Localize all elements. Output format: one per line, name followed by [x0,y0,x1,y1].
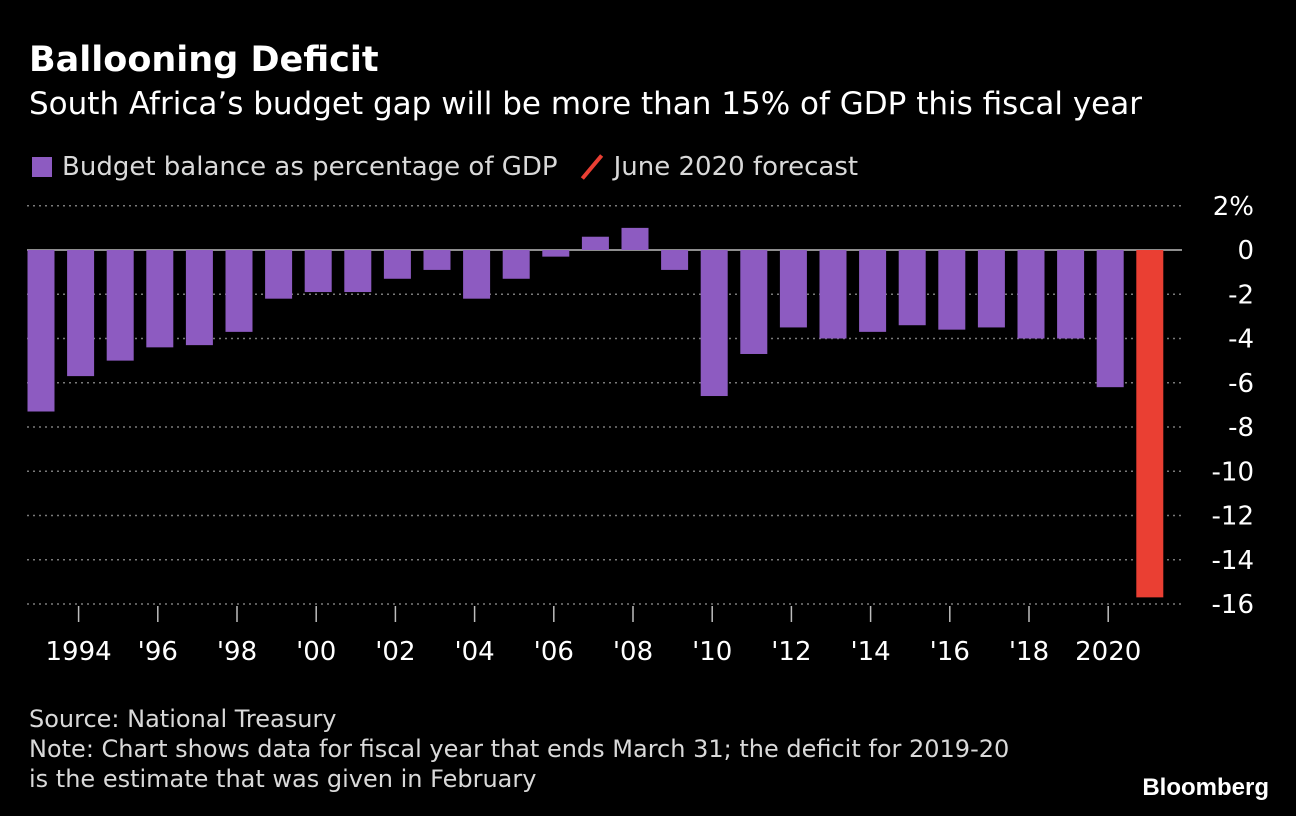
bar-budget-balance [67,250,95,377]
bloomberg-logo: Bloomberg [1142,774,1269,801]
x-tick-label: '14 [850,637,890,667]
x-tick-label: '16 [930,637,970,667]
y-tick-label: 0 [1237,236,1254,266]
x-tick-label: 2020 [1075,637,1141,667]
legend-label-budget-balance: Budget balance as percentage of GDP [62,152,558,182]
chart-footer: Source: National Treasury Note: Chart sh… [29,704,1009,794]
bar-budget-balance [502,250,530,279]
x-tick-label: '08 [613,637,653,667]
y-tick-label: -16 [1212,590,1254,620]
y-tick-label: -12 [1212,502,1254,532]
chart-legend: Budget balance as percentage of GDP June… [32,152,880,182]
bar-budget-balance [1017,250,1045,339]
bar-budget-balance [977,250,1005,328]
x-tick-label: '10 [692,637,732,667]
legend-swatch-forecast [580,154,606,180]
bar-budget-balance [185,250,213,346]
source-note: Source: National Treasury [29,705,337,733]
bar-budget-balance [700,250,728,397]
legend-item-budget-balance: Budget balance as percentage of GDP [32,152,558,182]
y-tick-label: -14 [1212,546,1254,576]
chart-plot: 2% 0 -2 -4 -6 -8 -10 -12 -14 -16 1994 '96 '98 '00 '02 '… [27,192,1254,667]
legend-item-forecast: June 2020 forecast [580,152,858,182]
y-tick-label: 2% [1213,192,1254,222]
x-tick-label: 1994 [46,637,112,667]
legend-label-forecast: June 2020 forecast [613,152,859,182]
bar-budget-balance [463,250,491,299]
bar-budget-balance [106,250,134,361]
bar-budget-balance [225,250,253,332]
y-tick-label: -4 [1228,325,1254,355]
bar-budget-balance [423,250,451,270]
bar-budget-balance [304,250,332,293]
chart-subtitle: South Africa’s budget gap will be more t… [29,86,1142,122]
bar-budget-balance [819,250,847,339]
y-tick-label: -10 [1212,457,1254,487]
bar-budget-balance [898,250,926,326]
y-tick-label: -2 [1228,280,1254,310]
bar-budget-balance [27,250,55,412]
bar-budget-balance [344,250,372,293]
x-tick-label: '02 [375,637,415,667]
x-tick-label: '12 [771,637,811,667]
bar-budget-balance [661,250,689,270]
x-tick-label: '00 [296,637,336,667]
x-tick-label: '04 [454,637,494,667]
bar-budget-balance [265,250,293,299]
bar-forecast [1136,250,1164,598]
note-line-1: Note: Chart shows data for fiscal year t… [29,735,1010,763]
x-tick-label: '96 [138,637,178,667]
bar-budget-balance [1057,250,1085,339]
legend-swatch-budget-balance [32,157,52,177]
bar-budget-balance [938,250,966,330]
y-tick-label: -8 [1228,413,1254,443]
y-tick-label: -6 [1228,369,1254,399]
bar-budget-balance [383,250,411,279]
bar-budget-balance [621,227,649,250]
bar-budget-balance [146,250,174,348]
x-tick-label: '98 [217,637,257,667]
x-tick-label: '06 [534,637,574,667]
chart-title: Ballooning Deficit [29,40,379,80]
bar-budget-balance [1096,250,1124,388]
bar-budget-balance [859,250,887,332]
x-tick-label: '18 [1009,637,1049,667]
bar-budget-balance [581,236,609,250]
note-line-2: is the estimate that was given in Februa… [29,765,537,793]
bar-budget-balance [542,250,570,257]
bar-budget-balance [779,250,807,328]
bar-budget-balance [740,250,768,354]
